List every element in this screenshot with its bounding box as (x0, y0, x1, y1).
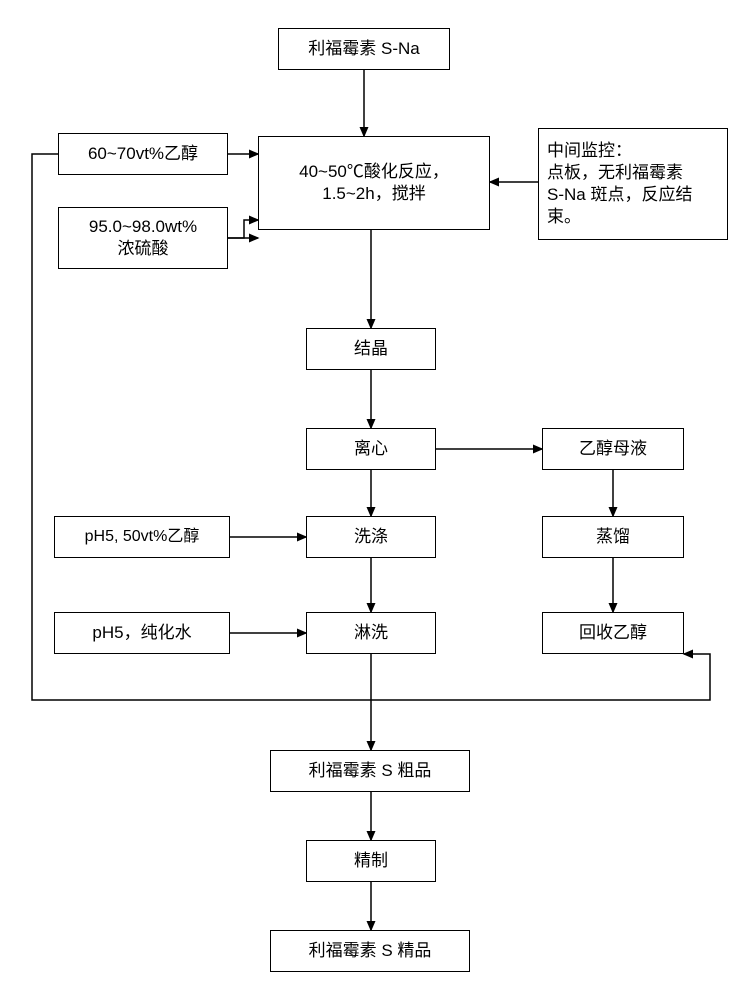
node-n_rinsecond: pH5，纯化水 (54, 612, 230, 654)
node-n_cryst: 结晶 (306, 328, 436, 370)
node-label: pH5, 50vt%乙醇 (85, 527, 200, 548)
node-n_recover: 回收乙醇 (542, 612, 684, 654)
node-n_crude: 利福霉素 S 粗品 (270, 750, 470, 792)
node-n_centr: 离心 (306, 428, 436, 470)
node-label: 利福霉素 S-Na (308, 38, 419, 60)
node-n_ethanol: 60~70vt%乙醇 (58, 133, 228, 175)
node-n_washcond: pH5, 50vt%乙醇 (54, 516, 230, 558)
node-label: 结晶 (354, 338, 388, 360)
node-n_top: 利福霉素 S-Na (278, 28, 450, 70)
node-label: 乙醇母液 (579, 438, 647, 460)
node-n_react: 40~50℃酸化反应， 1.5~2h，搅拌 (258, 136, 490, 230)
node-label: 40~50℃酸化反应， 1.5~2h，搅拌 (299, 161, 449, 205)
node-label: 淋洗 (354, 622, 388, 644)
node-label: 95.0~98.0wt% 浓硫酸 (89, 216, 197, 260)
node-label: pH5，纯化水 (92, 622, 191, 644)
node-n_rinse: 淋洗 (306, 612, 436, 654)
node-label: 洗涤 (354, 526, 388, 548)
node-n_mother: 乙醇母液 (542, 428, 684, 470)
node-n_sulf: 95.0~98.0wt% 浓硫酸 (58, 207, 228, 269)
node-label: 中间监控： 点板，无利福霉素 S-Na 斑点，反应结束。 (547, 140, 721, 228)
node-n_refine: 精制 (306, 840, 436, 882)
flowchart-canvas: 利福霉素 S-Na 60~70vt%乙醇 95.0~98.0wt% 浓硫酸 40~50… (0, 0, 754, 1000)
node-label: 利福霉素 S 粗品 (309, 760, 432, 782)
node-label: 离心 (354, 438, 388, 460)
node-n_fine: 利福霉素 S 精品 (270, 930, 470, 972)
node-n_wash: 洗涤 (306, 516, 436, 558)
node-n_monitor: 中间监控： 点板，无利福霉素 S-Na 斑点，反应结束。 (538, 128, 728, 240)
node-n_distill: 蒸馏 (542, 516, 684, 558)
node-label: 蒸馏 (596, 526, 630, 548)
node-label: 回收乙醇 (579, 622, 647, 644)
node-label: 精制 (354, 850, 388, 872)
node-label: 利福霉素 S 精品 (309, 940, 432, 962)
node-label: 60~70vt%乙醇 (88, 143, 198, 165)
